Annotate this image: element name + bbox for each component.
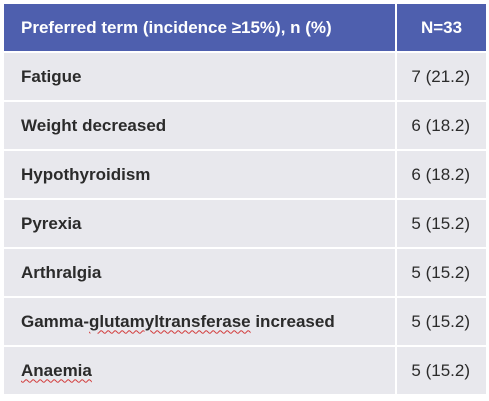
term-cell: Weight decreased [4, 102, 395, 149]
term-cell: Arthralgia [4, 249, 395, 296]
term-suffix: increased [250, 311, 335, 331]
value-cell: 5 (15.2) [397, 249, 486, 296]
spellcheck-flagged-word: Anaemia [21, 360, 92, 380]
table-row-arthralgia: Arthralgia 5 (15.2) [4, 249, 486, 296]
table-row-weight-decreased: Weight decreased 6 (18.2) [4, 102, 486, 149]
term-cell: Fatigue [4, 53, 395, 100]
term-cell: Anaemia [4, 347, 395, 394]
value-cell: 5 (15.2) [397, 298, 486, 345]
term-cell: Pyrexia [4, 200, 395, 247]
value-cell: 5 (15.2) [397, 200, 486, 247]
table-row-pyrexia: Pyrexia 5 (15.2) [4, 200, 486, 247]
term-cell: Hypothyroidism [4, 151, 395, 198]
value-cell: 6 (18.2) [397, 102, 486, 149]
spellcheck-flagged-word: glutamyltransferase [89, 311, 251, 331]
header-n-count: N=33 [397, 4, 486, 51]
table-row-hypothyroidism: Hypothyroidism 6 (18.2) [4, 151, 486, 198]
value-cell: 5 (15.2) [397, 347, 486, 394]
table-header-row: Preferred term (incidence ≥15%), n (%) N… [4, 4, 486, 51]
table-row-fatigue: Fatigue 7 (21.2) [4, 53, 486, 100]
table-row-anaemia: Anaemia 5 (15.2) [4, 347, 486, 394]
value-cell: 7 (21.2) [397, 53, 486, 100]
term-cell: Gamma-glutamyltransferase increased [4, 298, 395, 345]
term-prefix: Gamma- [21, 311, 90, 331]
adverse-events-table: Preferred term (incidence ≥15%), n (%) N… [4, 4, 486, 396]
header-preferred-term: Preferred term (incidence ≥15%), n (%) [4, 4, 395, 51]
table-row-ggt-increased: Gamma-glutamyltransferase increased 5 (1… [4, 298, 486, 345]
value-cell: 6 (18.2) [397, 151, 486, 198]
